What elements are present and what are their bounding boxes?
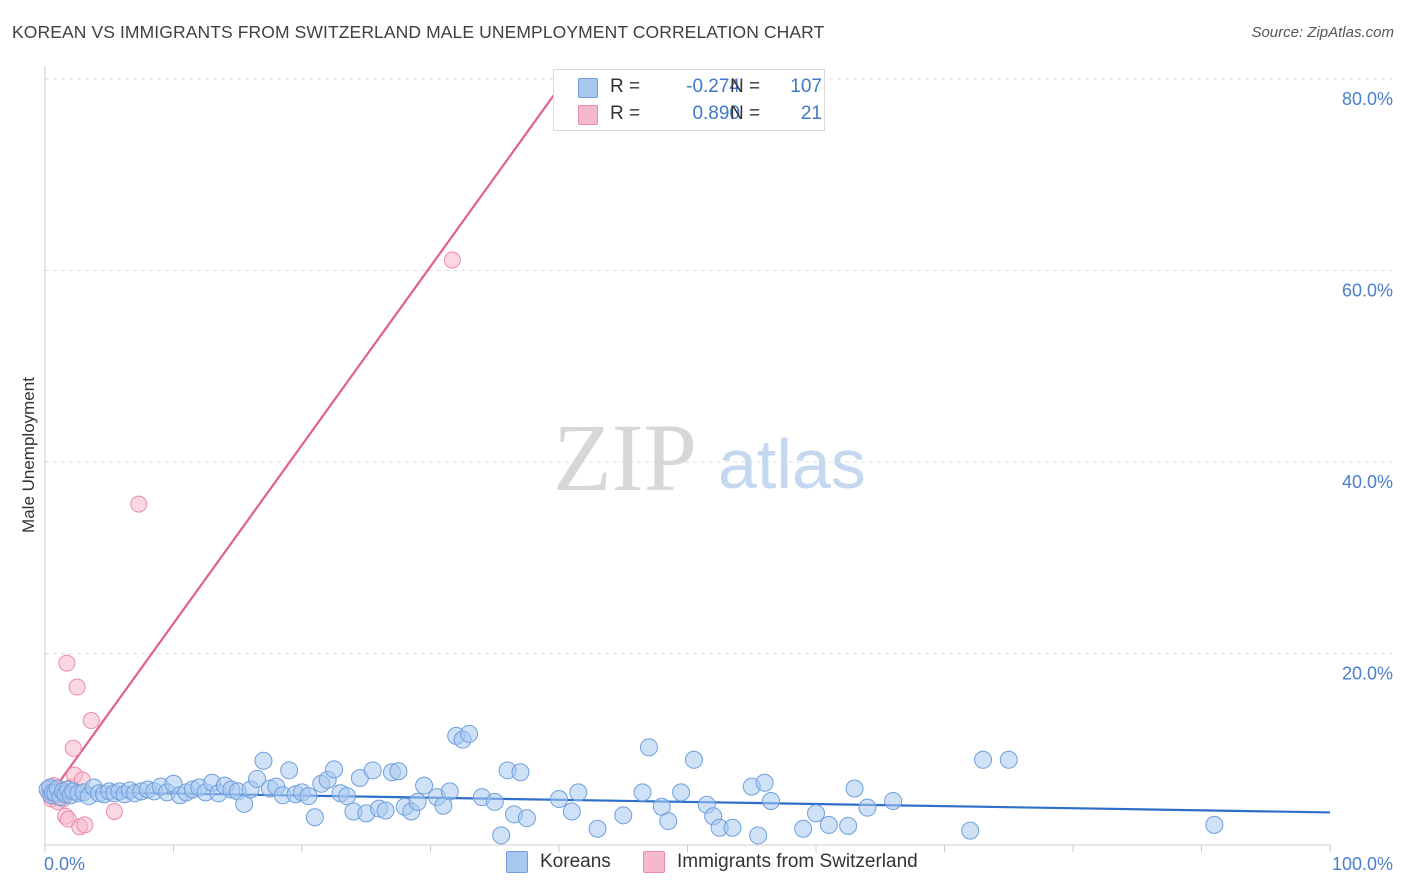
- korean-point: [299, 787, 318, 806]
- koreans-swatch: [506, 851, 528, 873]
- trendline-koreans: [44, 790, 1331, 814]
- korean-point: [858, 798, 877, 817]
- axes: [44, 66, 1331, 852]
- korean-point: [819, 815, 838, 834]
- korean-point: [839, 816, 858, 835]
- y-tick-label: 40.0%: [1342, 472, 1393, 492]
- korean-point: [305, 808, 324, 827]
- correlation-legend: R = -0.274 N = 107 R = 0.890 N = 21: [553, 69, 825, 131]
- swiss-point: [68, 678, 86, 696]
- korean-point: [961, 821, 980, 840]
- korean-point: [762, 791, 781, 810]
- series-legend: Koreans Immigrants from Switzerland: [0, 851, 1406, 877]
- swiss-point: [58, 654, 76, 672]
- r-value: 0.890: [692, 103, 740, 124]
- korean-point: [492, 826, 511, 845]
- chart-title: KOREAN VS IMMIGRANTS FROM SWITZERLAND MA…: [12, 22, 825, 42]
- x-tick-label: 100.0%: [1332, 854, 1393, 874]
- korean-point: [614, 806, 633, 825]
- korean-point: [999, 750, 1018, 769]
- korean-point: [749, 826, 768, 845]
- korean-point: [254, 751, 273, 770]
- legend-label-koreans: Koreans: [540, 851, 611, 872]
- korean-point: [723, 818, 742, 837]
- y-tick-label: 20.0%: [1342, 664, 1393, 684]
- legend-label-swiss: Immigrants from Switzerland: [677, 851, 918, 872]
- watermark-zip: ZIP: [553, 404, 697, 511]
- swiss-point: [130, 495, 148, 513]
- korean-point: [755, 773, 774, 792]
- korean-point: [659, 812, 678, 831]
- korean-point: [460, 724, 479, 743]
- swiss-swatch: [643, 851, 665, 873]
- korean-point: [672, 783, 691, 802]
- x-tick-label: 0.0%: [44, 854, 85, 874]
- korean-point: [415, 776, 434, 795]
- korean-point: [550, 790, 568, 809]
- source-credit: Source: ZipAtlas.com: [1251, 24, 1394, 41]
- korean-point: [248, 769, 267, 788]
- korean-point: [569, 783, 588, 802]
- korean-point: [684, 750, 703, 769]
- korean-point: [440, 782, 459, 801]
- korean-point: [639, 738, 658, 757]
- swiss-points: [40, 251, 461, 836]
- swiss-swatch: [578, 105, 598, 125]
- korean-point: [974, 750, 993, 769]
- swiss-point: [105, 802, 123, 820]
- r-label: R =: [610, 76, 641, 97]
- legend-item-swiss[interactable]: Immigrants from Switzerland: [643, 851, 918, 873]
- korean-point: [633, 783, 652, 802]
- watermark-atlas: atlas: [718, 425, 866, 503]
- korean-point: [1205, 815, 1224, 834]
- korean-point: [363, 761, 382, 780]
- korean-point: [485, 792, 504, 811]
- y-tick-label: 60.0%: [1342, 281, 1393, 301]
- gridlines: [45, 78, 1392, 654]
- korean-point: [517, 809, 536, 828]
- korean-point: [325, 760, 344, 779]
- n-label: N =: [730, 103, 761, 124]
- n-value: 107: [790, 76, 822, 97]
- swiss-point: [76, 816, 94, 834]
- korean-point: [337, 787, 356, 806]
- y-axis-label: Male Unemployment: [19, 377, 38, 533]
- n-label: N =: [730, 76, 761, 97]
- korean-point: [794, 819, 813, 838]
- korean-point: [376, 801, 395, 820]
- swiss-point: [443, 251, 461, 269]
- korean-points: [38, 724, 1224, 845]
- r-value: -0.274: [686, 76, 740, 97]
- korean-point: [588, 819, 607, 838]
- korean-point: [511, 763, 530, 782]
- tick-labels: 20.0% 40.0% 60.0% 80.0% 0.0% 100.0%: [44, 89, 1393, 874]
- korean-point: [389, 762, 408, 781]
- korean-point: [562, 802, 581, 821]
- legend-item-koreans[interactable]: Koreans: [506, 851, 611, 873]
- korean-point: [280, 761, 299, 780]
- swiss-point: [64, 739, 82, 757]
- korean-point: [408, 792, 427, 811]
- r-label: R =: [610, 103, 641, 124]
- trendline-swiss: [44, 78, 567, 803]
- trendlines: [44, 78, 1331, 814]
- korean-point: [807, 804, 825, 823]
- korean-point: [884, 791, 903, 810]
- koreans-swatch: [578, 78, 598, 98]
- y-tick-label: 80.0%: [1342, 89, 1393, 109]
- swiss-point: [82, 712, 100, 730]
- n-value: 21: [800, 103, 822, 124]
- korean-point: [845, 779, 864, 798]
